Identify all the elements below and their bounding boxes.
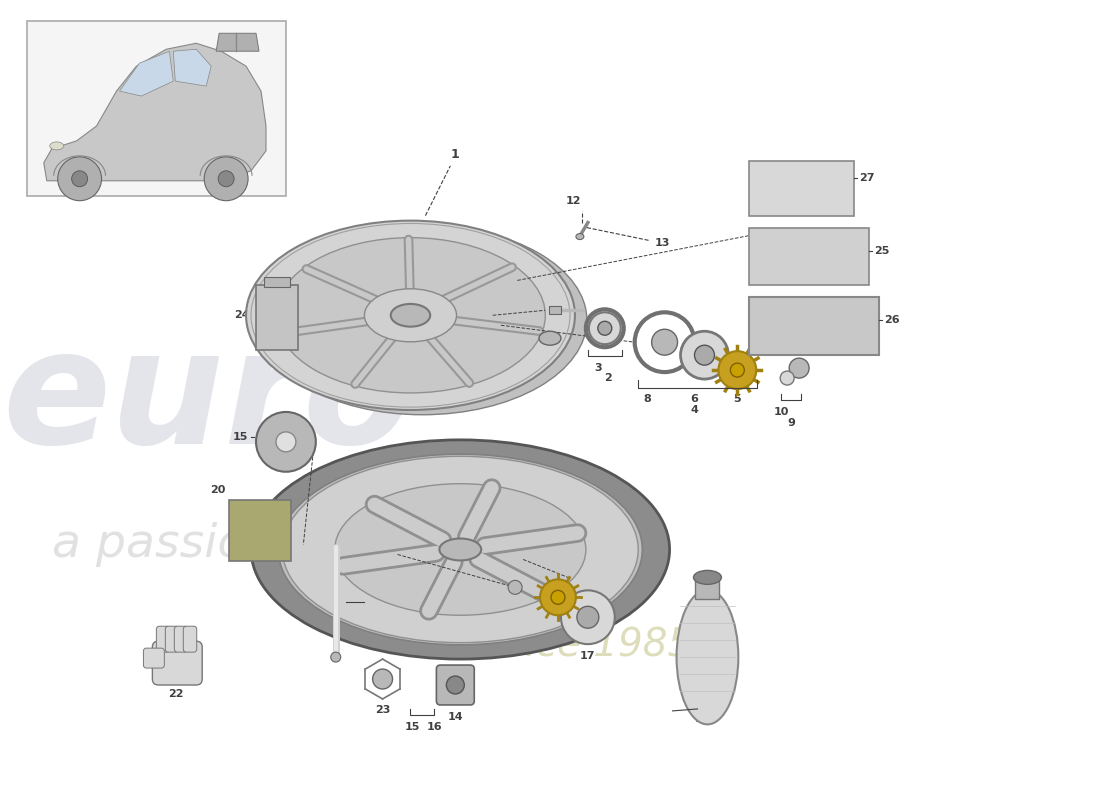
- Ellipse shape: [276, 238, 546, 393]
- Polygon shape: [44, 43, 266, 181]
- Ellipse shape: [258, 226, 587, 414]
- Circle shape: [447, 676, 464, 694]
- FancyBboxPatch shape: [153, 641, 202, 685]
- Circle shape: [218, 170, 234, 186]
- Text: 6: 6: [691, 394, 698, 404]
- Circle shape: [205, 157, 249, 201]
- Circle shape: [72, 170, 88, 186]
- Text: euro: euro: [2, 322, 412, 478]
- Ellipse shape: [278, 454, 642, 645]
- Text: 22: 22: [168, 689, 184, 699]
- Ellipse shape: [676, 590, 738, 724]
- Circle shape: [597, 322, 612, 335]
- Circle shape: [588, 312, 620, 344]
- Text: 16: 16: [527, 587, 542, 598]
- Circle shape: [576, 606, 598, 628]
- Circle shape: [718, 351, 757, 389]
- Circle shape: [780, 371, 794, 385]
- Text: 1: 1: [451, 148, 460, 161]
- Text: 20: 20: [210, 485, 225, 494]
- Polygon shape: [217, 34, 258, 51]
- Circle shape: [540, 579, 576, 615]
- Polygon shape: [120, 51, 174, 96]
- Bar: [264, 278, 290, 287]
- Circle shape: [730, 363, 745, 377]
- FancyBboxPatch shape: [174, 626, 188, 652]
- Ellipse shape: [246, 221, 575, 410]
- Ellipse shape: [50, 142, 64, 150]
- Ellipse shape: [693, 570, 722, 584]
- Text: 4: 4: [691, 405, 698, 415]
- Ellipse shape: [439, 538, 481, 561]
- Circle shape: [331, 652, 341, 662]
- Circle shape: [694, 345, 714, 365]
- Text: 15: 15: [233, 432, 249, 442]
- Bar: [695, 578, 719, 599]
- FancyBboxPatch shape: [749, 161, 854, 216]
- FancyBboxPatch shape: [437, 665, 474, 705]
- Text: a passion for parts: a passion for parts: [52, 522, 493, 567]
- Bar: [549, 306, 561, 314]
- Circle shape: [256, 412, 316, 472]
- FancyBboxPatch shape: [165, 626, 179, 652]
- FancyBboxPatch shape: [749, 298, 879, 355]
- Text: 5: 5: [734, 394, 741, 404]
- Text: 26: 26: [883, 315, 900, 326]
- Circle shape: [681, 331, 728, 379]
- Circle shape: [373, 669, 393, 689]
- FancyBboxPatch shape: [184, 626, 197, 652]
- Text: 18: 18: [550, 626, 565, 635]
- FancyBboxPatch shape: [749, 228, 869, 286]
- Text: 12: 12: [566, 196, 582, 206]
- Polygon shape: [174, 50, 211, 86]
- Text: 15: 15: [405, 722, 420, 732]
- FancyBboxPatch shape: [256, 286, 298, 350]
- Text: 25: 25: [873, 246, 889, 255]
- Text: 19: 19: [695, 714, 711, 724]
- Text: 17: 17: [580, 651, 595, 661]
- Circle shape: [561, 590, 615, 644]
- Text: 14: 14: [448, 712, 463, 722]
- FancyBboxPatch shape: [156, 626, 169, 652]
- Circle shape: [57, 157, 101, 201]
- FancyBboxPatch shape: [229, 500, 290, 562]
- Text: 23: 23: [375, 705, 390, 715]
- Ellipse shape: [576, 234, 584, 239]
- Ellipse shape: [390, 304, 430, 326]
- Text: 21: 21: [348, 598, 363, 607]
- Circle shape: [276, 432, 296, 452]
- Ellipse shape: [251, 440, 670, 659]
- Text: 9: 9: [788, 418, 795, 428]
- Circle shape: [551, 590, 565, 604]
- Text: 16: 16: [427, 722, 442, 732]
- Text: 24: 24: [234, 310, 250, 320]
- Text: 13: 13: [654, 238, 670, 247]
- Text: 3: 3: [594, 363, 602, 373]
- Bar: [26, 22, 286, 196]
- Circle shape: [789, 358, 810, 378]
- Text: 8: 8: [644, 394, 651, 404]
- Text: since 1985: since 1985: [481, 625, 693, 663]
- Ellipse shape: [334, 484, 586, 615]
- FancyBboxPatch shape: [143, 648, 164, 668]
- Ellipse shape: [364, 289, 456, 342]
- Text: 2: 2: [604, 373, 612, 383]
- Text: 27: 27: [859, 173, 874, 182]
- Ellipse shape: [539, 331, 561, 345]
- Circle shape: [508, 580, 522, 594]
- Text: 10: 10: [773, 407, 789, 417]
- Ellipse shape: [283, 456, 638, 642]
- Text: 11: 11: [519, 338, 535, 348]
- Circle shape: [651, 330, 678, 355]
